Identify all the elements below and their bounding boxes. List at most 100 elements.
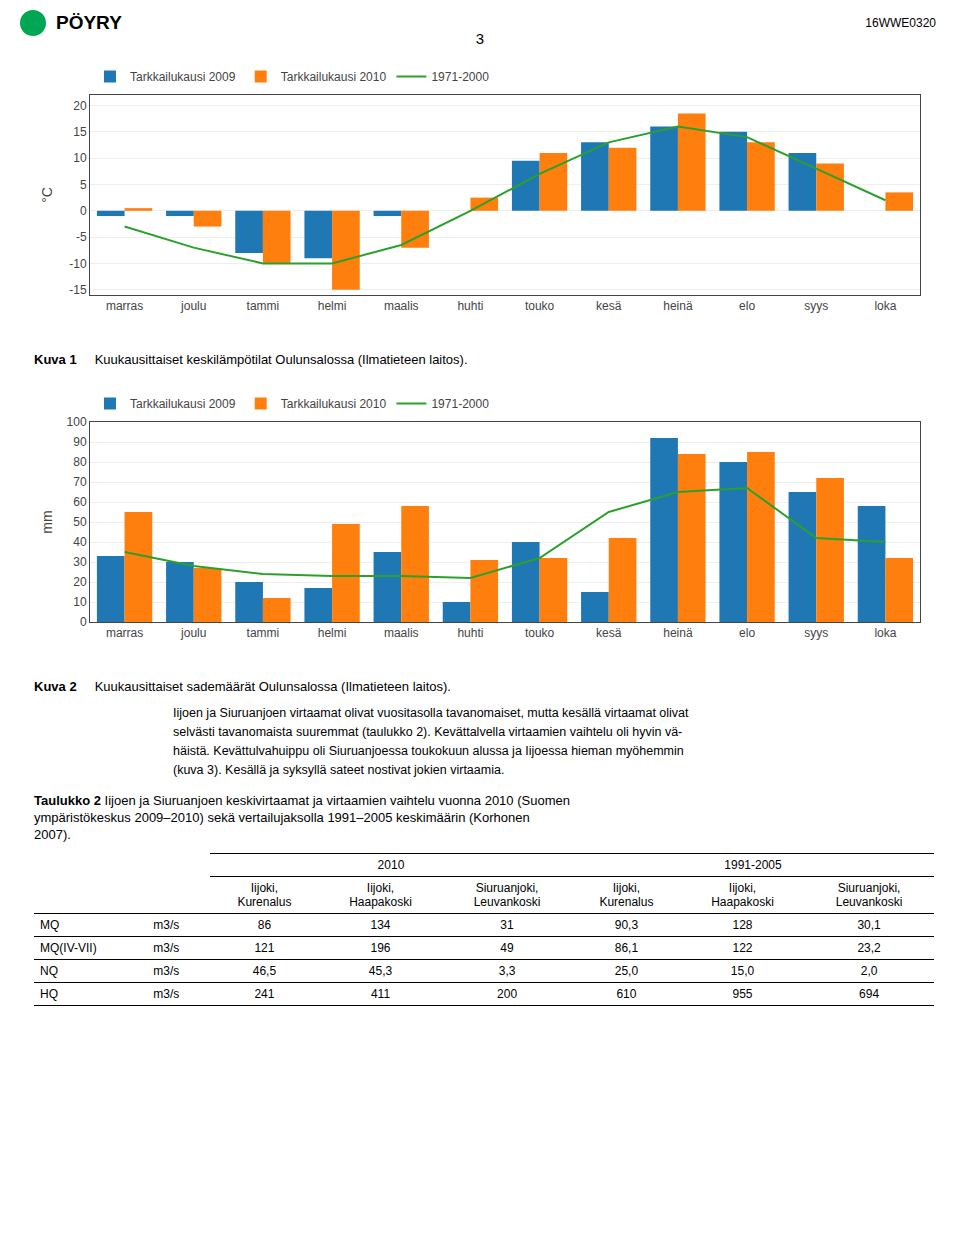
svg-text:kesä: kesä — [596, 299, 622, 313]
svg-text:30: 30 — [73, 555, 87, 569]
svg-text:1971-2000: 1971-2000 — [431, 70, 489, 84]
svg-text:Tarkkailukausi 2010: Tarkkailukausi 2010 — [281, 70, 387, 84]
html-text:134: 134 — [370, 918, 391, 932]
html-text:3,3: 3,3 — [498, 964, 516, 978]
svg-text:syys: syys — [804, 299, 828, 313]
html-text:m3/s: m3/s — [153, 941, 180, 955]
svg-text:elo: elo — [739, 299, 755, 313]
svg-text:huhti: huhti — [457, 299, 483, 313]
svg-text:10: 10 — [73, 151, 87, 165]
html-text:16WWE0320: 16WWE0320 — [865, 16, 936, 30]
svg-text:maalis: maalis — [384, 299, 419, 313]
svg-text:elo: elo — [739, 626, 755, 640]
svg-text:1971-2000: 1971-2000 — [431, 397, 489, 411]
html-text:Kuva 1 Kuukausittaiset keskilä: Kuva 1 Kuukausittaiset keskilämpötilat O… — [34, 352, 468, 367]
html-text:128: 128 — [732, 918, 753, 932]
svg-text:helmi: helmi — [318, 299, 347, 313]
svg-text:40: 40 — [73, 535, 87, 549]
html-text:2,0: 2,0 — [860, 964, 878, 978]
svg-text:kesä: kesä — [596, 626, 622, 640]
html-text:15,0: 15,0 — [730, 964, 755, 978]
svg-text:90: 90 — [73, 435, 87, 449]
svg-text:loka: loka — [874, 626, 896, 640]
html-text:Iijoki, Kurenalus: Iijoki, Kurenalus — [599, 881, 654, 909]
svg-text:heinä: heinä — [663, 299, 693, 313]
svg-text:70: 70 — [73, 475, 87, 489]
svg-text:huhti: huhti — [457, 626, 483, 640]
svg-text:100: 100 — [67, 415, 87, 429]
html-text:(kuva 3). Kesällä ja syksyllä: (kuva 3). Kesällä ja syksyllä sateet nos… — [173, 763, 505, 777]
html-text:46,5: 46,5 — [252, 964, 277, 978]
svg-text:tammi: tammi — [247, 299, 280, 313]
svg-text:touko: touko — [525, 299, 555, 313]
svg-text:0: 0 — [80, 204, 87, 218]
svg-text:maalis: maalis — [384, 626, 419, 640]
html-text:86: 86 — [257, 918, 272, 932]
svg-text:touko: touko — [525, 626, 555, 640]
html-text:25,0: 25,0 — [614, 964, 639, 978]
svg-text:marras: marras — [106, 299, 143, 313]
html-text:NQ: NQ — [40, 964, 58, 978]
html-text:196: 196 — [370, 941, 391, 955]
html-text:MQ(IV-VII): MQ(IV-VII) — [40, 941, 97, 955]
svg-text:marras: marras — [106, 626, 143, 640]
svg-text:5: 5 — [80, 178, 87, 192]
svg-text:joulu: joulu — [180, 299, 206, 313]
html-text:Iijoki, Haapakoski: Iijoki, Haapakoski — [349, 881, 412, 909]
svg-text:heinä: heinä — [663, 626, 693, 640]
html-text:31: 31 — [500, 918, 514, 932]
html-text:2010: 2010 — [377, 858, 405, 872]
svg-text:-15: -15 — [69, 283, 87, 297]
html-text:m3/s: m3/s — [153, 918, 180, 932]
svg-text:60: 60 — [73, 495, 87, 509]
svg-text:50: 50 — [73, 515, 87, 529]
svg-text:syys: syys — [804, 626, 828, 640]
html-text:häistä. Kevättulvahuippu oli S: häistä. Kevättulvahuippu oli Siuruanjoes… — [173, 744, 684, 758]
html-text:HQ: HQ — [40, 987, 58, 1001]
svg-text:80: 80 — [73, 455, 87, 469]
html-text:23,2: 23,2 — [857, 941, 881, 955]
html-text:694: 694 — [859, 987, 880, 1001]
html-text:122: 122 — [732, 941, 753, 955]
html-text:Siuruanjoki, Leuvankoski: Siuruanjoki, Leuvankoski — [473, 881, 541, 909]
html-text:49: 49 — [500, 941, 514, 955]
html-text:610: 610 — [616, 987, 637, 1001]
html-text:241: 241 — [254, 987, 275, 1001]
html-text:m3/s: m3/s — [153, 964, 180, 978]
html-text:30,1: 30,1 — [857, 918, 881, 932]
html-text:selvästi tavanomaista suuremma: selvästi tavanomaista suuremmat (taulukk… — [173, 725, 683, 739]
html-text:Kuva 2 Kuukausittaiset sademää: Kuva 2 Kuukausittaiset sademäärät Ouluns… — [34, 679, 451, 694]
html-text:m3/s: m3/s — [153, 987, 180, 1001]
svg-text:Tarkkailukausi 2009: Tarkkailukausi 2009 — [130, 70, 236, 84]
svg-text:joulu: joulu — [180, 626, 206, 640]
svg-text:20: 20 — [73, 575, 87, 589]
svg-text:Tarkkailukausi 2009: Tarkkailukausi 2009 — [130, 397, 236, 411]
svg-text:°C: °C — [39, 187, 55, 203]
svg-text:20: 20 — [73, 99, 87, 113]
svg-text:10: 10 — [73, 595, 87, 609]
html-text:Siuruanjoki, Leuvankoski: Siuruanjoki, Leuvankoski — [835, 881, 903, 909]
svg-text:loka: loka — [874, 299, 896, 313]
html-text:200: 200 — [497, 987, 518, 1001]
html-text:1991-2005: 1991-2005 — [724, 858, 782, 872]
html-text:411: 411 — [370, 987, 391, 1001]
html-text:955: 955 — [732, 987, 753, 1001]
html-text:Taulukko 2 Iijoen ja Siuruanjo: Taulukko 2 Iijoen ja Siuruanjoen keskivi… — [34, 793, 570, 842]
svg-text:helmi: helmi — [318, 626, 347, 640]
html-text:86,1: 86,1 — [614, 941, 639, 955]
html-text:Iijoki, Kurenalus: Iijoki, Kurenalus — [237, 881, 292, 909]
svg-text:mm: mm — [39, 510, 55, 533]
svg-text:-5: -5 — [76, 230, 87, 244]
svg-text:0: 0 — [80, 615, 87, 629]
svg-text:Tarkkailukausi 2010: Tarkkailukausi 2010 — [281, 397, 387, 411]
html-text:90,3: 90,3 — [614, 918, 639, 932]
html-text:MQ: MQ — [40, 918, 60, 932]
svg-text:tammi: tammi — [247, 626, 280, 640]
html-text:Iijoen ja Siuruanjoen virtaama: Iijoen ja Siuruanjoen virtaamat olivat v… — [173, 706, 689, 720]
svg-text:15: 15 — [73, 125, 87, 139]
html-text:PÖYRY: PÖYRY — [56, 12, 122, 33]
html-text:45,3: 45,3 — [368, 964, 393, 978]
svg-text:-10: -10 — [69, 257, 87, 271]
html-text:121: 121 — [254, 941, 275, 955]
html-text:Iijoki, Haapakoski: Iijoki, Haapakoski — [711, 881, 774, 909]
